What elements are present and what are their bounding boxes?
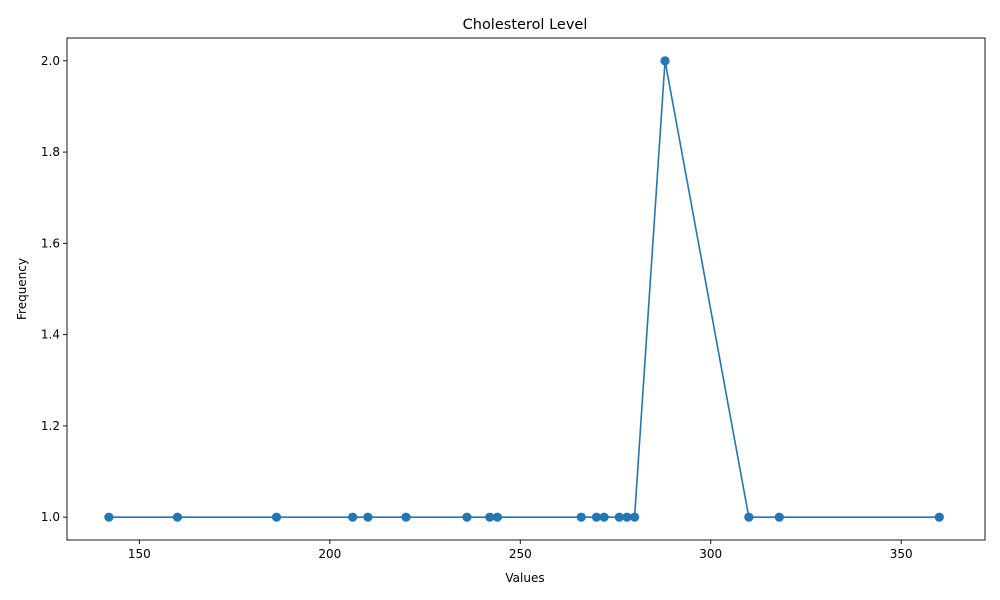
plot-frame: [66, 37, 986, 541]
data-point: [462, 512, 472, 522]
y-tick-label: 1.8: [41, 145, 60, 159]
data-point: [599, 512, 609, 522]
data-point: [348, 512, 358, 522]
data-point: [271, 512, 282, 522]
y-tick-label: 1.6: [41, 236, 60, 250]
data-point: [576, 512, 586, 522]
y-axis-label: Frequency: [15, 258, 29, 320]
x-tick-label: 150: [128, 547, 151, 561]
data-point: [591, 512, 602, 522]
y-tick-label: 1.2: [41, 419, 60, 433]
y-tick-label: 1.0: [41, 510, 60, 524]
y-tick-label: 2.0: [41, 54, 60, 68]
data-point: [934, 512, 944, 522]
y-tick-label: 1.4: [41, 328, 60, 342]
y-axis: 1.0 1.2 1.4 1.6 1.8 2.0: [41, 54, 67, 524]
data-point: [774, 512, 784, 522]
x-axis-label: Values: [505, 571, 544, 585]
data-point: [492, 512, 503, 522]
plot-series: [108, 60, 940, 518]
data-point: [660, 56, 670, 66]
data-point: [629, 512, 640, 522]
data-point: [104, 512, 114, 522]
x-axis: 150 200 250 300 350: [128, 540, 913, 561]
plot-markers: [104, 56, 944, 522]
data-point: [363, 512, 373, 522]
x-tick-label: 200: [318, 547, 341, 561]
data-point: [622, 512, 632, 522]
data-point: [744, 512, 754, 522]
data-point: [172, 512, 183, 522]
series-line: [108, 60, 940, 518]
x-tick-label: 250: [509, 547, 532, 561]
chart-title: Cholesterol Level: [463, 17, 588, 33]
x-tick-label: 350: [890, 547, 913, 561]
data-point: [614, 512, 624, 522]
x-tick-label: 300: [699, 547, 722, 561]
data-point: [401, 512, 411, 522]
data-point: [485, 512, 495, 522]
